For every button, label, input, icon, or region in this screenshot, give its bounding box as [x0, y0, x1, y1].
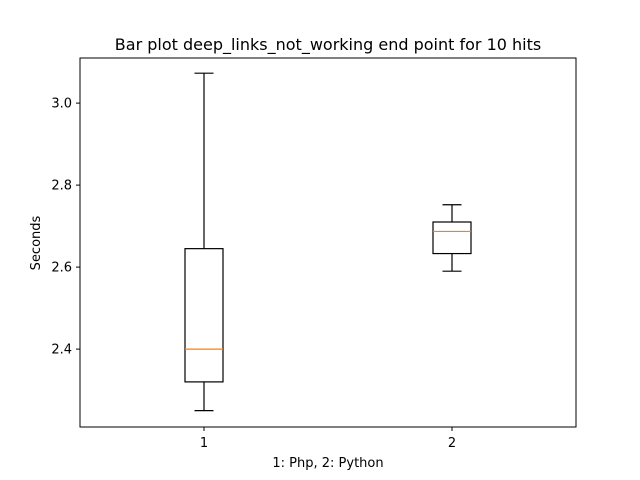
- box-1-iqr-box: [184, 248, 224, 383]
- x-axis-label: 1: Php, 2: Python: [272, 456, 383, 471]
- y-tick-label: 3.0: [51, 97, 72, 112]
- y-tick-label: 2.8: [51, 179, 72, 194]
- x-tick-label: 2: [448, 436, 456, 451]
- y-axis-label: Seconds: [29, 215, 44, 270]
- plot-area: 2.4 2.6 2.8 3.0 1 2: [51, 57, 577, 451]
- box-2-iqr-box: [432, 221, 472, 255]
- y-tick-label: 2.4: [51, 343, 72, 358]
- y-tick-label: 2.6: [51, 261, 72, 276]
- plot-frame: [79, 57, 577, 428]
- x-tick-label: 1: [200, 436, 208, 451]
- chart-title: Bar plot deep_links_not_working end poin…: [115, 35, 541, 55]
